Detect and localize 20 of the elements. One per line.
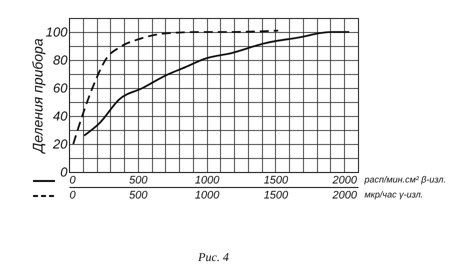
x-tick-label: 500: [129, 174, 148, 186]
x-tick-label: 1500: [264, 174, 290, 186]
x2-tick-label: 2000: [331, 190, 358, 202]
line-series: [83, 31, 350, 136]
text: Рис. 4: [197, 250, 229, 264]
y-tick-label: 60: [53, 80, 68, 96]
y-tick-label: 100: [46, 24, 68, 40]
x-tick-label: 0: [70, 174, 76, 186]
x-axis-title: расп/мин.см² β-изл.: [364, 174, 446, 184]
x2-axis-title: мкр/час γ-изл.: [364, 190, 424, 200]
y-tick-label: 40: [53, 108, 68, 124]
x2-tick-label: 500: [129, 190, 148, 202]
x2-tick-label: 0: [70, 190, 76, 202]
y-tick-label: 20: [52, 136, 68, 152]
x2-tick-label: 1000: [194, 190, 220, 202]
x-tick-label: 1000: [194, 174, 220, 186]
y-tick-label: 80: [53, 52, 68, 68]
x-tick-label: 2000: [331, 174, 358, 186]
x2-tick-label: 1500: [264, 190, 290, 202]
y-axis-title: Деления прибора: [30, 38, 46, 155]
